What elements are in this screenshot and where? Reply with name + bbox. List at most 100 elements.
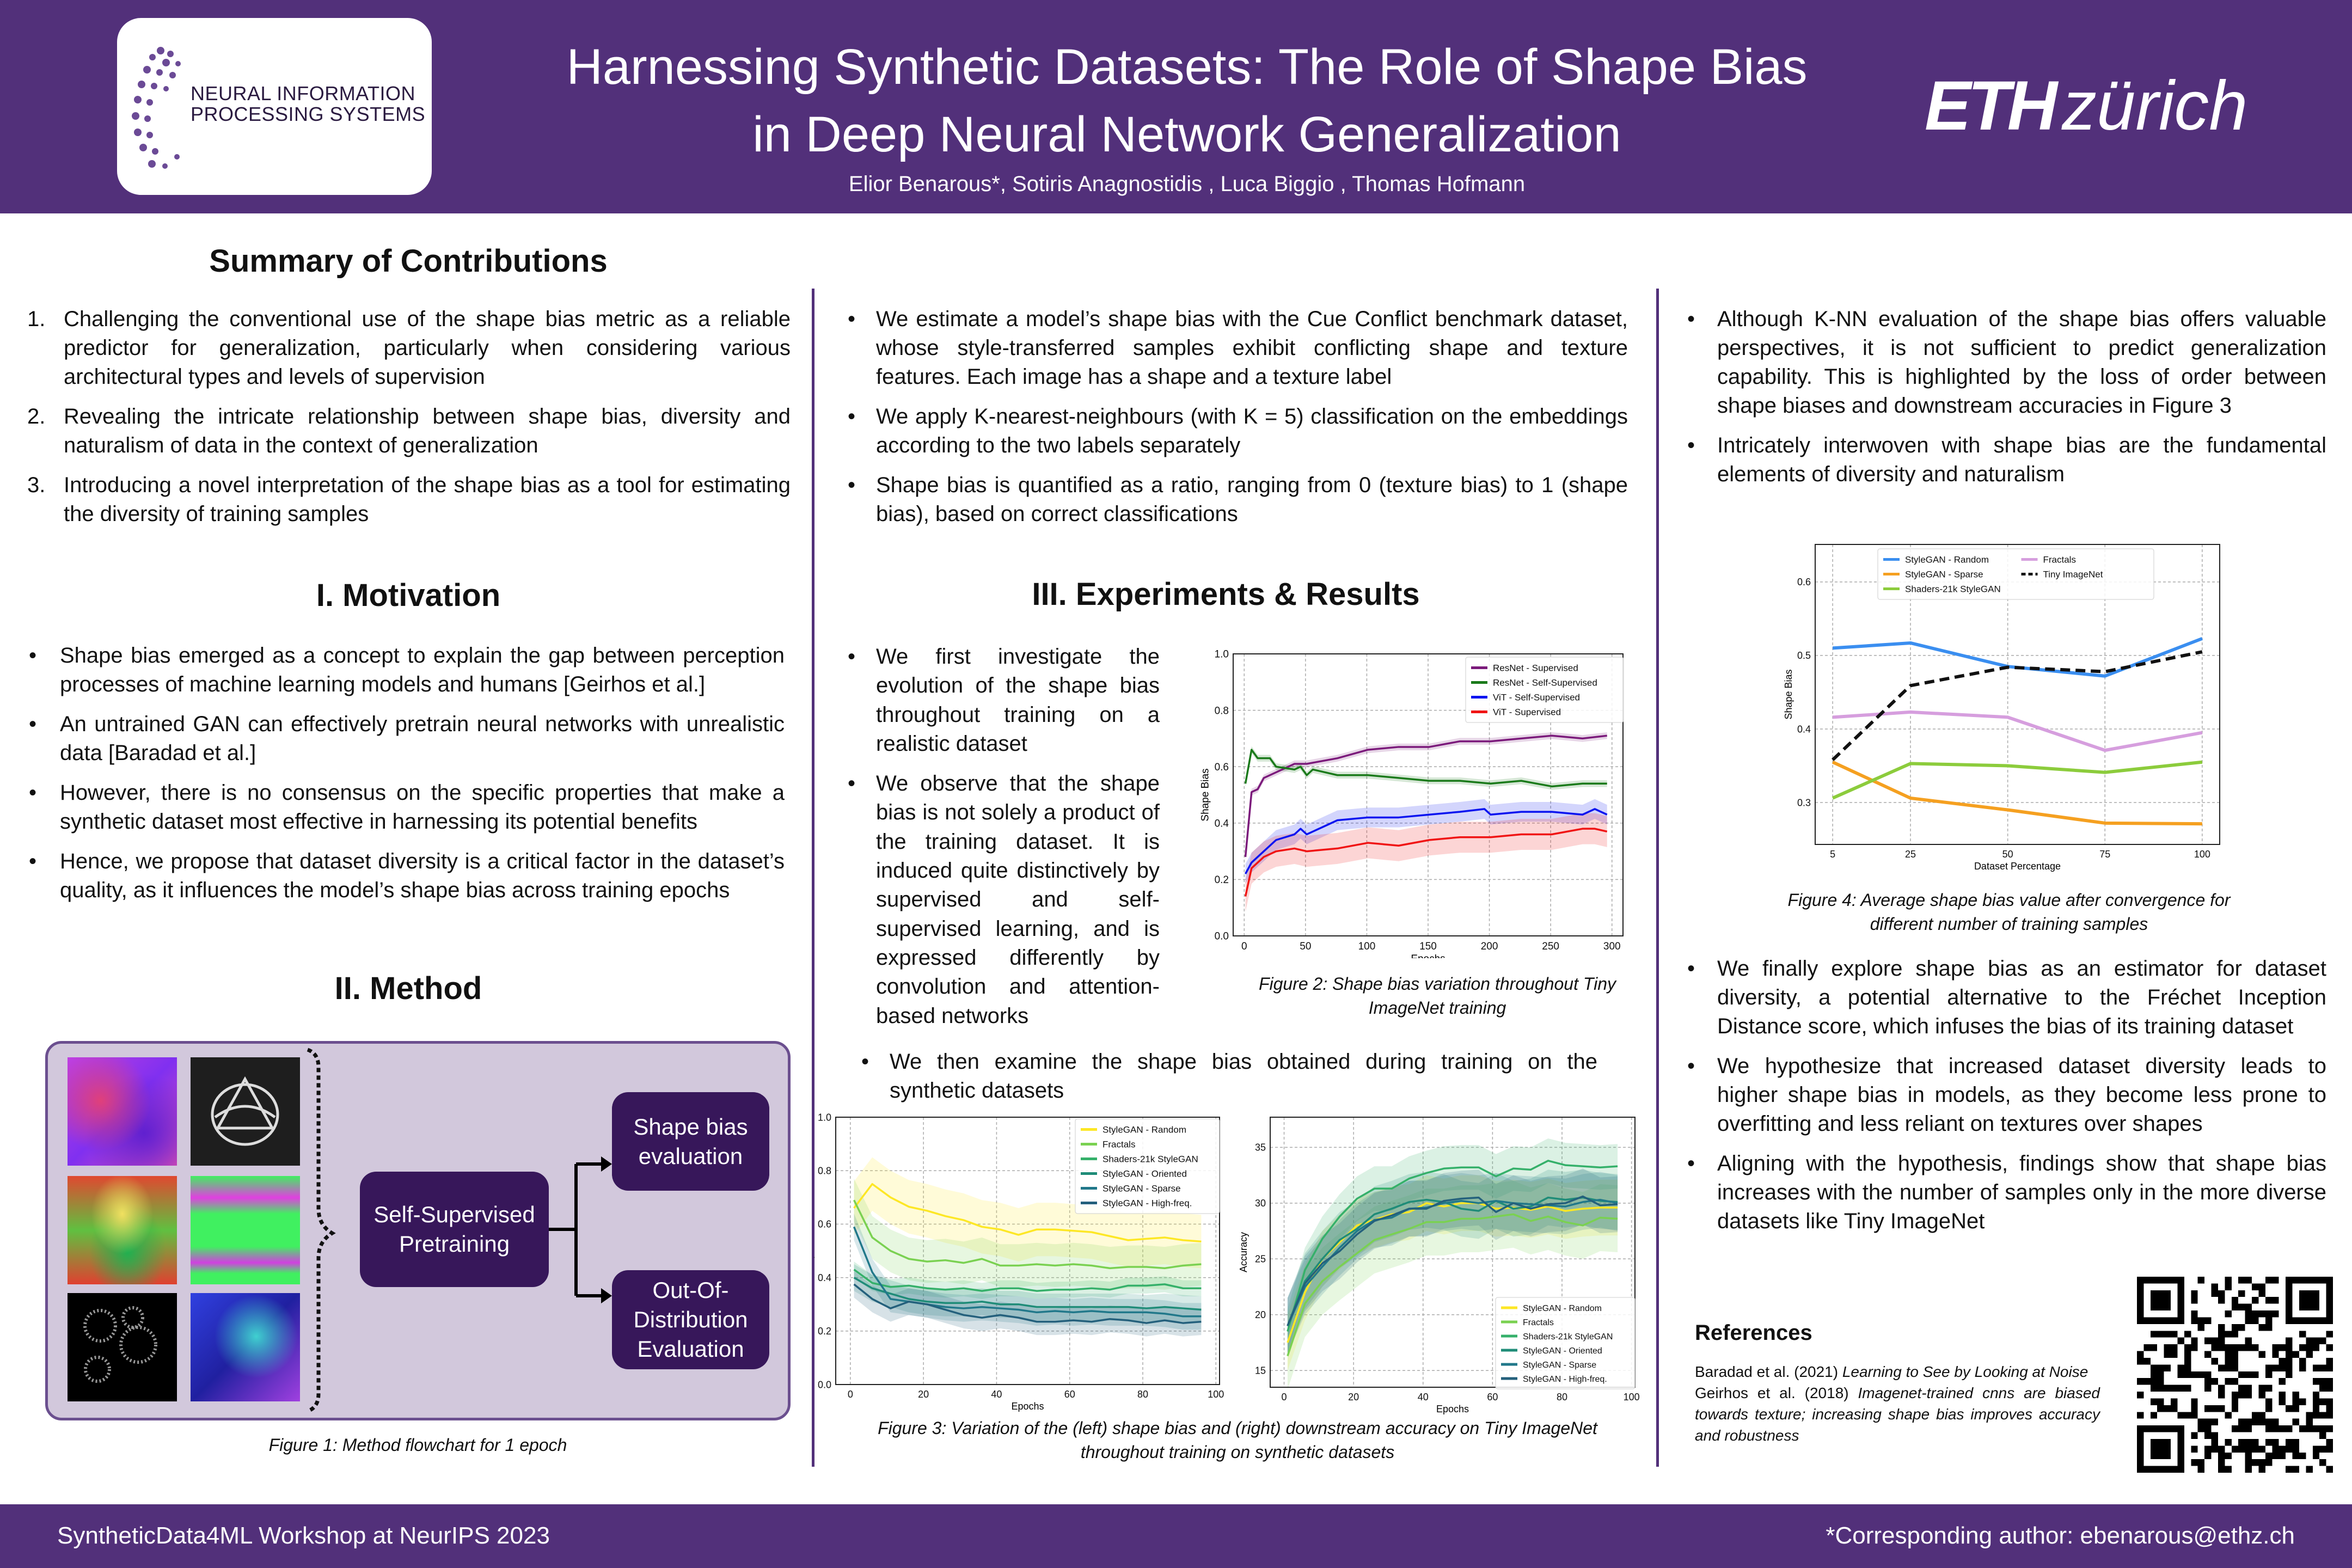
y-tick-label: 0.2 xyxy=(818,1326,831,1337)
qr-module xyxy=(2238,1303,2245,1311)
sample-image-oriented xyxy=(191,1176,300,1284)
list-item: 3. Introducing a novel interpretation of … xyxy=(27,471,791,529)
qr-module xyxy=(2164,1344,2171,1351)
qr-module xyxy=(2211,1432,2218,1439)
qr-module xyxy=(2191,1310,2198,1318)
poster-footer: SyntheticData4ML Workshop at NeurIPS 202… xyxy=(0,1504,2352,1568)
bullet-icon: • xyxy=(1687,307,1695,331)
qr-module xyxy=(2245,1371,2252,1379)
series-line xyxy=(1244,734,1607,857)
qr-module xyxy=(2265,1418,2273,1426)
item-text: Challenging the conventional use of the … xyxy=(64,307,791,389)
qr-module xyxy=(2286,1445,2293,1453)
reference-title: Imagenet-trained cnns are biased towards… xyxy=(1695,1385,2100,1444)
legend-label: StyleGAN - Oriented xyxy=(1523,1346,1602,1356)
qr-module xyxy=(2306,1344,2313,1351)
legend-box xyxy=(1075,1118,1220,1214)
qr-module xyxy=(2319,1378,2326,1385)
list-item: • However, there is no consensus on the s… xyxy=(29,779,785,836)
qr-module xyxy=(2258,1283,2265,1290)
qr-module xyxy=(2258,1418,2265,1426)
qr-module xyxy=(2197,1459,2205,1466)
bullet-icon: • xyxy=(848,473,856,497)
y-tick-label: 0.8 xyxy=(1215,705,1229,716)
bullet-icon: • xyxy=(29,712,37,736)
qr-module xyxy=(2326,1385,2333,1392)
qr-module xyxy=(2292,1398,2299,1405)
qr-module xyxy=(2258,1310,2265,1318)
qr-module xyxy=(2225,1351,2232,1358)
qr-module xyxy=(2197,1425,2205,1432)
item-text: Intricately interwoven with shape bias a… xyxy=(1717,433,2326,486)
qr-module xyxy=(2218,1405,2225,1412)
sample-image-stylegan xyxy=(68,1057,177,1166)
qr-module xyxy=(2312,1344,2320,1351)
qr-module xyxy=(2157,1364,2164,1371)
figure4-dataset-percentage-chart: 5 25 50 75 100 0.3 0.4 0.5 0.6 Dataset Percentage… xyxy=(1783,544,2220,872)
qr-module xyxy=(2204,1385,2212,1392)
qr-module xyxy=(2197,1466,2205,1473)
qr-module xyxy=(2258,1466,2265,1473)
qr-module xyxy=(2299,1357,2306,1365)
series-line xyxy=(853,1283,1202,1324)
reference-title: Learning to See by Looking at Noise xyxy=(1842,1363,2088,1380)
y-tick-label: 0.8 xyxy=(818,1166,831,1177)
qr-module xyxy=(2150,1378,2158,1385)
qr-module xyxy=(2177,1385,2184,1392)
qr-module xyxy=(2299,1452,2306,1460)
qr-module xyxy=(2292,1438,2299,1446)
qr-module xyxy=(2292,1466,2299,1473)
section-heading-experiments: III. Experiments & Results xyxy=(1032,577,1420,612)
qr-module xyxy=(2312,1337,2320,1345)
qr-module xyxy=(2204,1432,2212,1439)
qr-module xyxy=(2197,1324,2205,1331)
neurips-logo-text: NEURAL INFORMATION PROCESSING SYSTEMS xyxy=(191,83,425,125)
series-line xyxy=(1287,1198,1618,1326)
qr-module xyxy=(2278,1364,2286,1371)
qr-module xyxy=(2252,1445,2259,1453)
qr-module xyxy=(2231,1331,2239,1338)
plot-frame xyxy=(835,1117,1220,1385)
y-axis-label: Shape Bias xyxy=(1783,669,1794,719)
y-tick-label: 0.4 xyxy=(818,1272,831,1283)
y-tick-label: 0.6 xyxy=(818,1219,831,1230)
y-axis-label: Shape Bias xyxy=(1199,768,1211,821)
qr-module xyxy=(2231,1392,2239,1399)
qr-module xyxy=(2245,1303,2252,1311)
qr-module xyxy=(2245,1445,2252,1453)
qr-module xyxy=(2238,1385,2245,1392)
list-item: • Shape bias emerged as a concept to expl… xyxy=(29,641,785,699)
qr-module xyxy=(2143,1344,2151,1351)
x-tick-label: 200 xyxy=(1481,941,1498,952)
qr-module xyxy=(2184,1344,2191,1351)
series-line xyxy=(1287,1213,1618,1357)
qr-module xyxy=(2299,1425,2306,1432)
x-tick-label: 40 xyxy=(1418,1392,1429,1402)
logo-text-line2: PROCESSING SYSTEMS xyxy=(191,103,426,125)
qr-module xyxy=(2137,1412,2144,1419)
qr-module xyxy=(2272,1452,2279,1460)
series-line xyxy=(1244,749,1607,788)
qr-code[interactable] xyxy=(2136,1277,2334,1473)
x-tick-label: 20 xyxy=(918,1389,929,1400)
list-item: • We apply K-nearest-neighbours (with K =… xyxy=(848,402,1628,460)
qr-module xyxy=(2252,1418,2259,1426)
series-line xyxy=(1832,650,2203,761)
y-tick-label: 1.0 xyxy=(818,1112,831,1123)
x-tick-label: 60 xyxy=(1064,1389,1075,1400)
series-band xyxy=(1287,1169,1618,1354)
legend-label: Shaders-21k StyleGAN xyxy=(1102,1154,1198,1165)
y-tick-label: 0.0 xyxy=(1215,931,1229,942)
qr-module xyxy=(2225,1344,2232,1351)
qr-module xyxy=(2204,1317,2212,1324)
qr-module xyxy=(2278,1378,2286,1385)
list-item: • We hypothesize that increased dataset d… xyxy=(1687,1052,2326,1138)
poster-header: NEURAL INFORMATION PROCESSING SYSTEMS Ha… xyxy=(0,0,2352,213)
author-list: Elior Benarous*, Sotiris Anagnostidis , … xyxy=(848,172,1526,196)
estimation-list: • We estimate a model’s shape bias with t… xyxy=(848,305,1628,540)
qr-module xyxy=(2191,1459,2198,1466)
item-text: An untrained GAN can effectively pretrai… xyxy=(60,712,785,765)
qr-module xyxy=(2157,1405,2164,1412)
sample-image-highfreq xyxy=(191,1293,300,1401)
x-tick-label: 25 xyxy=(1905,849,1916,860)
